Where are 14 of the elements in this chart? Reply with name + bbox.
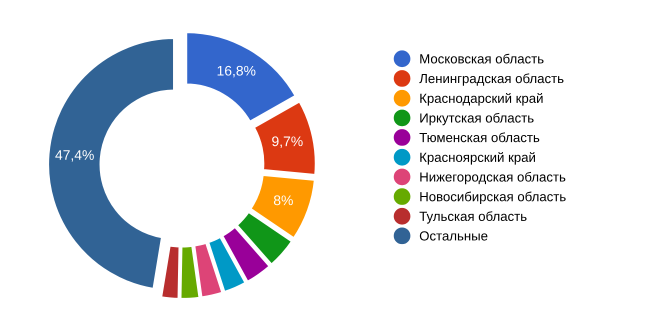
legend-label: Тюменская область [420,132,540,142]
legend-label: Краснодарский край [420,93,543,106]
legend-label: Красноярский край [420,152,535,165]
legend-label: Ленинградская область [419,73,564,86]
legend-label: Иркутская область [420,112,534,126]
legend-label: Нижегородская область [420,172,566,184]
data-label: 8% [274,195,293,206]
legend-label: Остальные [420,231,488,241]
legend-label: Тульская область [420,211,527,224]
data-label: 16,8% [218,66,256,78]
legend-label: Новосибирская область [420,192,566,204]
data-label: 9,7% [272,136,303,148]
data-label: 47,4% [55,150,94,162]
legend-label: Московская область [420,54,544,64]
